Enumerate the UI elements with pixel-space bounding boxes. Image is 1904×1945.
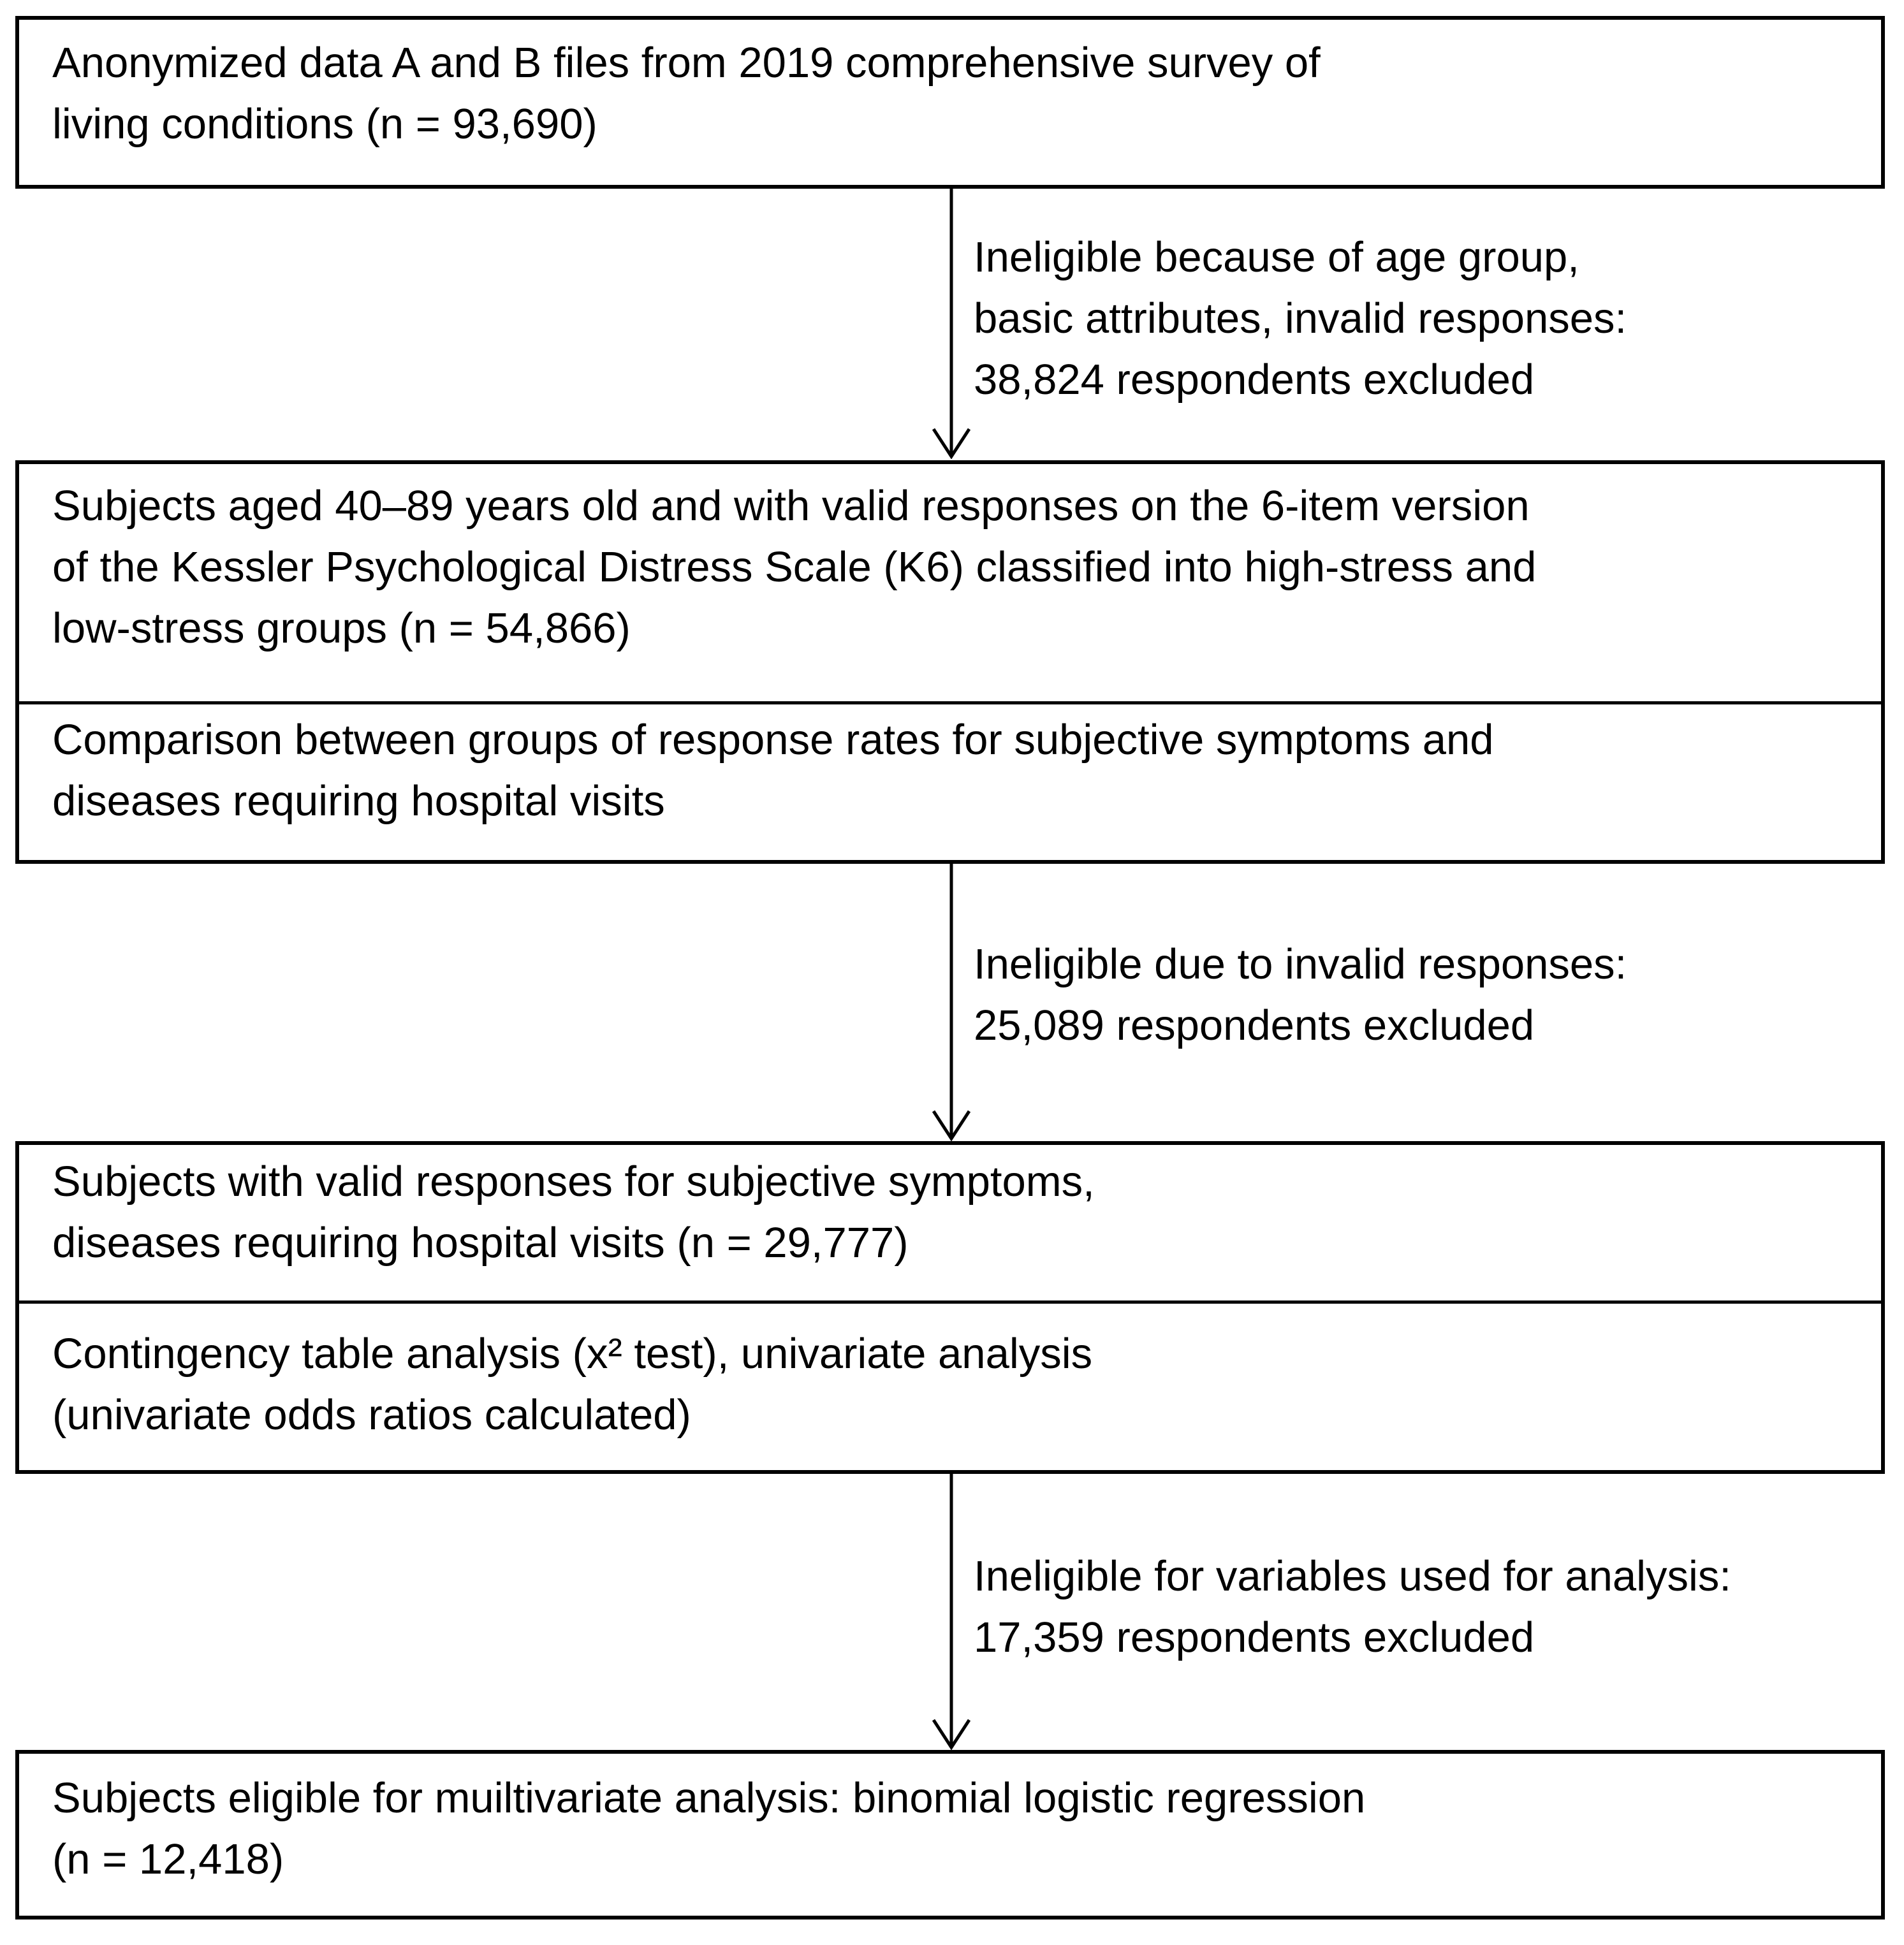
k6-classification-box: Subjects aged 40–89 years old and with v… — [15, 460, 1885, 864]
k6-analysis-text: Comparison between groups of response ra… — [52, 716, 1494, 825]
k6-population-section: Subjects aged 40–89 years old and with v… — [19, 464, 1881, 701]
valid-population-section: Subjects with valid responses for subjec… — [19, 1145, 1881, 1300]
source-data-box: Anonymized data A and B files from 2019 … — [15, 16, 1885, 189]
source-data-text: Anonymized data A and B files from 2019 … — [52, 39, 1321, 148]
flow-arrow-3 — [932, 1474, 971, 1750]
k6-population-text: Subjects aged 40–89 years old and with v… — [52, 482, 1537, 652]
valid-analysis-section: Contingency table analysis (x² test), un… — [19, 1300, 1881, 1470]
valid-population-text: Subjects with valid responses for subjec… — [52, 1158, 1095, 1267]
final-analysis-box: Subjects eligible for muiltivariate anal… — [15, 1750, 1885, 1920]
k6-analysis-section: Comparison between groups of response ra… — [19, 701, 1881, 860]
exclusion-label-3: Ineligible for variables used for analys… — [974, 1552, 1732, 1661]
final-analysis-text: Subjects eligible for muiltivariate anal… — [52, 1774, 1366, 1883]
exclusion-label-2: Ineligible due to invalid responses: 25,… — [974, 940, 1627, 1049]
valid-analysis-text: Contingency table analysis (x² test), un… — [52, 1330, 1093, 1439]
flow-arrow-2 — [932, 864, 971, 1141]
flow-arrow-1 — [932, 189, 971, 459]
exclusion-label-1: Ineligible because of age group, basic a… — [974, 233, 1627, 404]
valid-responses-box: Subjects with valid responses for subjec… — [15, 1141, 1885, 1474]
